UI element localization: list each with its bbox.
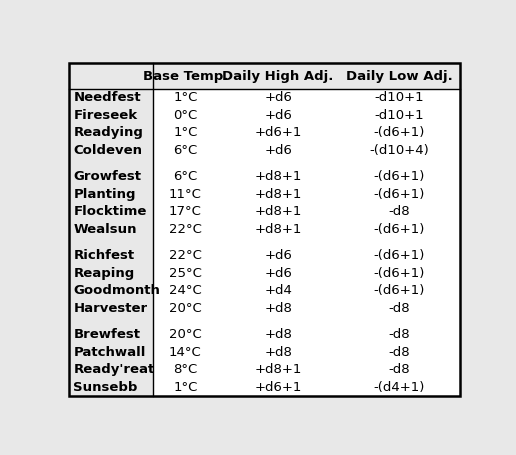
Text: +d8: +d8: [264, 302, 292, 315]
Text: +d8+1: +d8+1: [254, 223, 302, 236]
Text: Growfest: Growfest: [73, 170, 141, 183]
Text: -d8: -d8: [389, 205, 410, 218]
Text: -d8: -d8: [389, 346, 410, 359]
Text: 1°C: 1°C: [173, 381, 198, 394]
Text: 24°C: 24°C: [169, 284, 202, 297]
Text: -d8: -d8: [389, 329, 410, 341]
Text: +d8+1: +d8+1: [254, 170, 302, 183]
Text: 20°C: 20°C: [169, 329, 202, 341]
Text: Daily High Adj.: Daily High Adj.: [222, 70, 334, 83]
Text: 14°C: 14°C: [169, 346, 202, 359]
Text: -d10+1: -d10+1: [374, 91, 424, 104]
Text: Readying: Readying: [73, 126, 143, 139]
Text: -(d6+1): -(d6+1): [374, 284, 425, 297]
Text: -d8: -d8: [389, 302, 410, 315]
Text: Needfest: Needfest: [73, 91, 141, 104]
Text: Fireseek: Fireseek: [73, 109, 137, 121]
Text: +d6: +d6: [264, 249, 292, 263]
Text: Brewfest: Brewfest: [73, 329, 140, 341]
Text: 22°C: 22°C: [169, 249, 202, 263]
Text: +d6: +d6: [264, 267, 292, 280]
Text: -(d6+1): -(d6+1): [374, 249, 425, 263]
Text: Planting: Planting: [73, 188, 136, 201]
Text: Harvester: Harvester: [73, 302, 148, 315]
Text: 1°C: 1°C: [173, 91, 198, 104]
Text: +d8+1: +d8+1: [254, 364, 302, 376]
Text: Flocktime: Flocktime: [73, 205, 147, 218]
Text: 11°C: 11°C: [169, 188, 202, 201]
Text: Sunsebb: Sunsebb: [73, 381, 138, 394]
Text: +d6+1: +d6+1: [254, 381, 302, 394]
Text: +d8+1: +d8+1: [254, 188, 302, 201]
Text: 8°C: 8°C: [173, 364, 198, 376]
Text: +d8+1: +d8+1: [254, 205, 302, 218]
Text: +d6: +d6: [264, 91, 292, 104]
Text: -(d6+1): -(d6+1): [374, 170, 425, 183]
Text: 17°C: 17°C: [169, 205, 202, 218]
Text: Coldeven: Coldeven: [73, 144, 142, 157]
Text: +d6+1: +d6+1: [254, 126, 302, 139]
Text: 20°C: 20°C: [169, 302, 202, 315]
Text: -d8: -d8: [389, 364, 410, 376]
Text: Base Temp.: Base Temp.: [143, 70, 228, 83]
Text: -(d10+4): -(d10+4): [369, 144, 429, 157]
Text: -d10+1: -d10+1: [374, 109, 424, 121]
Text: Richfest: Richfest: [73, 249, 135, 263]
Text: +d4: +d4: [264, 284, 292, 297]
Text: -(d6+1): -(d6+1): [374, 267, 425, 280]
Text: +d8: +d8: [264, 329, 292, 341]
Text: 6°C: 6°C: [173, 144, 198, 157]
Text: 6°C: 6°C: [173, 170, 198, 183]
Text: 1°C: 1°C: [173, 126, 198, 139]
Text: +d6: +d6: [264, 144, 292, 157]
Text: 0°C: 0°C: [173, 109, 198, 121]
Text: Goodmonth: Goodmonth: [73, 284, 160, 297]
Text: -(d6+1): -(d6+1): [374, 126, 425, 139]
Text: -(d4+1): -(d4+1): [374, 381, 425, 394]
Text: Reaping: Reaping: [73, 267, 135, 280]
Text: +d6: +d6: [264, 109, 292, 121]
Text: +d8: +d8: [264, 346, 292, 359]
Text: 22°C: 22°C: [169, 223, 202, 236]
Text: Patchwall: Patchwall: [73, 346, 146, 359]
Text: Wealsun: Wealsun: [73, 223, 137, 236]
Text: 25°C: 25°C: [169, 267, 202, 280]
Text: Daily Low Adj.: Daily Low Adj.: [346, 70, 453, 83]
Text: -(d6+1): -(d6+1): [374, 188, 425, 201]
Text: Ready'reat: Ready'reat: [73, 364, 155, 376]
Text: -(d6+1): -(d6+1): [374, 223, 425, 236]
